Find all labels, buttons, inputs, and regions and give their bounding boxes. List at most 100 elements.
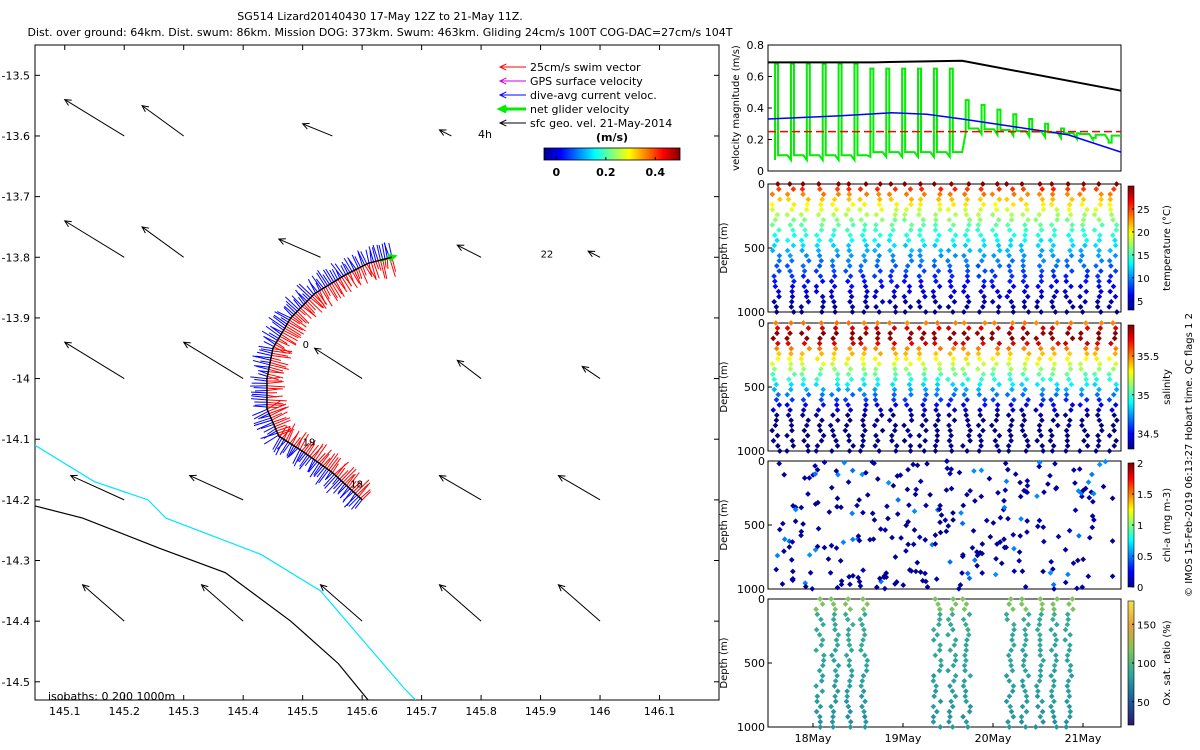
profile-point bbox=[1010, 201, 1017, 208]
profile-point bbox=[960, 443, 966, 449]
dac-vector bbox=[282, 442, 291, 454]
profile-point bbox=[945, 325, 952, 331]
profile-point bbox=[997, 514, 1004, 521]
profile-point bbox=[938, 186, 944, 192]
dac-vector bbox=[306, 285, 315, 295]
profile-point bbox=[798, 222, 805, 228]
profile-point bbox=[1019, 678, 1026, 684]
profile-point bbox=[923, 391, 930, 398]
profile-point bbox=[819, 688, 826, 694]
profile-point bbox=[948, 466, 955, 472]
geo-vector bbox=[63, 220, 125, 258]
profile-point bbox=[1053, 637, 1060, 643]
profile-point bbox=[857, 206, 863, 213]
profile-point bbox=[888, 196, 894, 203]
velocity-series-depth-avg-current bbox=[767, 111, 1122, 153]
profile-point bbox=[827, 569, 834, 576]
swim-vector bbox=[386, 258, 389, 269]
profile-point bbox=[1010, 531, 1017, 538]
profile-point bbox=[847, 708, 854, 715]
profile-point bbox=[965, 724, 971, 730]
dac-vector bbox=[354, 499, 363, 509]
profile-point bbox=[849, 335, 855, 342]
profile-point bbox=[910, 461, 916, 468]
dac-vector bbox=[348, 496, 360, 507]
profile-point bbox=[932, 688, 939, 694]
profile-point bbox=[959, 520, 966, 527]
profile-point bbox=[961, 678, 968, 684]
profile-point bbox=[816, 237, 823, 244]
profile-point bbox=[908, 196, 915, 203]
profile-point bbox=[849, 309, 856, 315]
profile-point bbox=[1024, 191, 1031, 198]
profile-point bbox=[1096, 278, 1102, 285]
profile-point bbox=[879, 298, 886, 305]
profile-point bbox=[976, 309, 983, 315]
profile-point bbox=[878, 412, 885, 418]
dac-vector bbox=[254, 389, 267, 392]
profile-point bbox=[1070, 606, 1076, 613]
profile-point bbox=[952, 252, 959, 259]
profile-point bbox=[1009, 386, 1015, 393]
profile-point bbox=[846, 662, 852, 669]
profile-point bbox=[817, 371, 823, 378]
geo-vector bbox=[182, 341, 244, 379]
profile-point bbox=[1040, 568, 1046, 575]
profile-point bbox=[800, 381, 806, 388]
profile-point bbox=[1079, 222, 1086, 228]
profile-point bbox=[776, 526, 783, 533]
profile-point bbox=[1048, 688, 1055, 694]
profile-point bbox=[1038, 309, 1044, 315]
profile-point bbox=[1001, 504, 1008, 511]
profile-point bbox=[769, 201, 775, 208]
profile-point bbox=[843, 211, 849, 218]
profile-point bbox=[933, 217, 939, 223]
profile-point bbox=[1008, 237, 1014, 244]
dac-vector bbox=[256, 421, 274, 431]
profile-point bbox=[934, 708, 940, 715]
profile-point bbox=[891, 391, 898, 398]
profile-point bbox=[917, 247, 923, 254]
profile-point bbox=[1051, 273, 1057, 279]
profile-point bbox=[1048, 558, 1055, 565]
profile-point bbox=[1009, 667, 1016, 674]
profile-point bbox=[845, 242, 852, 249]
profile-point bbox=[843, 652, 850, 659]
profile-point bbox=[1106, 304, 1113, 310]
dac-vector bbox=[286, 445, 295, 459]
chart-shape bbox=[182, 341, 191, 349]
profile-point bbox=[946, 708, 953, 715]
profile-point bbox=[1020, 257, 1026, 264]
profile-point bbox=[1095, 407, 1102, 413]
profile-point bbox=[1037, 652, 1044, 659]
profile-point bbox=[799, 361, 805, 367]
profile-point bbox=[859, 621, 865, 628]
profile-point bbox=[773, 263, 780, 269]
profile-point bbox=[961, 191, 968, 198]
profile-point bbox=[937, 642, 943, 648]
dac-vector bbox=[315, 278, 325, 289]
profile-point bbox=[828, 703, 834, 710]
profile-point bbox=[860, 637, 866, 643]
profile-point bbox=[1037, 667, 1044, 674]
profile-point bbox=[771, 376, 778, 383]
profile-point bbox=[1034, 298, 1041, 305]
profile-point bbox=[1008, 298, 1015, 305]
profile-point bbox=[960, 402, 967, 408]
profile-point bbox=[1064, 191, 1071, 198]
swim-vector bbox=[291, 430, 300, 445]
profile-point bbox=[833, 468, 840, 474]
profile-point bbox=[971, 468, 977, 474]
profile-point bbox=[1008, 432, 1014, 439]
dac-vector bbox=[258, 349, 273, 354]
profile-point bbox=[942, 517, 949, 523]
profile-point bbox=[950, 237, 956, 244]
profile-point bbox=[959, 381, 966, 388]
profile-point bbox=[1066, 527, 1073, 534]
dac-vector bbox=[342, 489, 353, 503]
profile-point bbox=[1083, 376, 1089, 383]
profile-point bbox=[949, 611, 956, 618]
swim-vector bbox=[346, 473, 356, 486]
dac-vector bbox=[255, 355, 272, 359]
profile-point bbox=[820, 621, 826, 628]
